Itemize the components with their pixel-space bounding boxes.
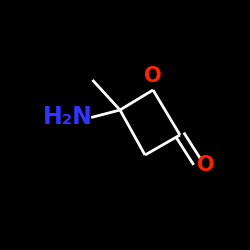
Text: O: O — [144, 66, 162, 86]
Text: O: O — [198, 155, 215, 175]
Text: H₂N: H₂N — [42, 106, 92, 130]
